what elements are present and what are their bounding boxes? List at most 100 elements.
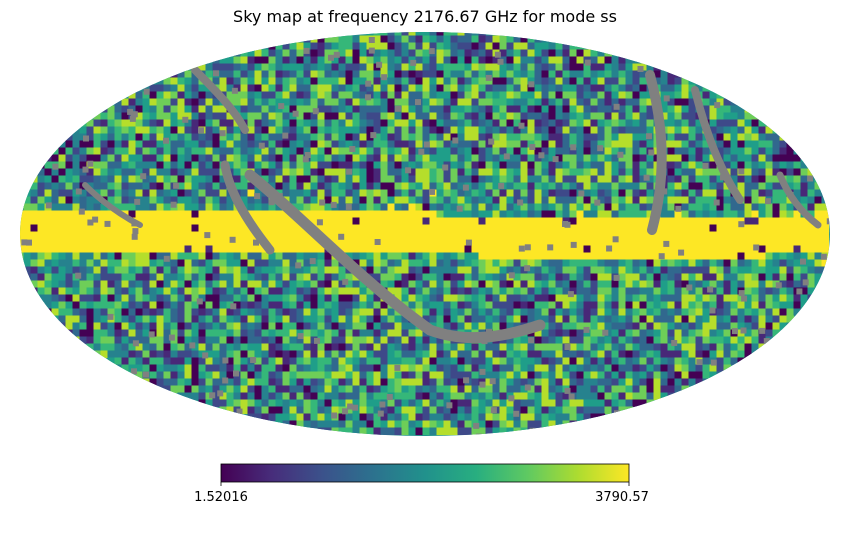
sky-pixel xyxy=(387,224,396,233)
sky-pixel xyxy=(128,126,137,135)
sky-pixel xyxy=(296,63,305,72)
sky-pixel xyxy=(394,168,403,177)
sky-pixel xyxy=(121,350,130,359)
sky-pixel xyxy=(310,315,319,324)
sky-pixel xyxy=(289,91,298,100)
sky-pixel xyxy=(366,329,375,338)
sky-pixel xyxy=(653,329,662,338)
sky-pixel xyxy=(625,182,634,191)
sky-pixel xyxy=(450,112,459,121)
sky-pixel xyxy=(730,294,739,303)
sky-pixel xyxy=(758,133,767,142)
sky-pixel xyxy=(520,210,529,219)
sky-pixel xyxy=(765,189,774,198)
sky-pixel xyxy=(758,308,767,317)
sky-pixel xyxy=(359,196,368,205)
sky-pixel xyxy=(758,203,767,212)
sky-pixel xyxy=(471,133,480,142)
sky-pixel xyxy=(401,84,410,93)
sky-pixel xyxy=(387,329,396,338)
sky-pixel xyxy=(317,42,326,51)
sky-pixel xyxy=(310,70,319,79)
sky-pixel xyxy=(422,119,431,128)
sky-pixel xyxy=(751,322,760,331)
sky-pixel xyxy=(226,308,235,317)
sky-pixel xyxy=(436,210,445,219)
sky-pixel xyxy=(100,336,109,345)
sky-pixel xyxy=(387,315,396,324)
sky-pixel xyxy=(471,364,480,373)
sky-pixel xyxy=(261,350,270,359)
sky-pixel xyxy=(121,273,130,282)
sky-pixel xyxy=(618,56,627,65)
sky-pixel xyxy=(457,378,466,387)
sky-pixel xyxy=(268,224,277,233)
sky-pixel xyxy=(562,294,571,303)
sky-pixel xyxy=(170,70,179,79)
sky-pixel xyxy=(506,42,515,51)
sky-pixel xyxy=(345,273,354,282)
sky-pixel xyxy=(380,161,389,170)
sky-pixel xyxy=(37,294,46,303)
sky-pixel xyxy=(562,350,571,359)
sky-pixel xyxy=(695,280,704,289)
sky-pixel xyxy=(534,175,543,184)
sky-pixel xyxy=(681,175,690,184)
sky-pixel xyxy=(331,217,340,226)
sky-pixel xyxy=(478,147,487,156)
sky-pixel xyxy=(191,301,200,310)
sky-pixel xyxy=(611,343,620,352)
sky-pixel xyxy=(282,231,291,240)
sky-pixel xyxy=(765,252,774,261)
sky-pixel xyxy=(478,140,487,149)
sky-pixel xyxy=(387,343,396,352)
sky-pixel xyxy=(450,105,459,114)
sky-pixel xyxy=(534,98,543,107)
sky-pixel xyxy=(681,77,690,86)
sky-pixel xyxy=(429,315,438,324)
sky-pixel xyxy=(688,140,697,149)
sky-pixel xyxy=(492,35,501,44)
sky-pixel xyxy=(695,266,704,275)
sky-pixel xyxy=(401,259,410,268)
sky-pixel xyxy=(401,63,410,72)
sky-pixel xyxy=(499,252,508,261)
sky-pixel xyxy=(268,77,277,86)
sky-pixel xyxy=(541,126,550,135)
sky-pixel xyxy=(359,364,368,373)
sky-pixel xyxy=(646,203,655,212)
sky-pixel xyxy=(387,98,396,107)
sky-pixel xyxy=(723,217,732,226)
sky-pixel xyxy=(464,357,473,366)
sky-pixel xyxy=(541,77,550,86)
sky-pixel xyxy=(205,217,214,226)
sky-pixel xyxy=(534,245,543,254)
sky-pixel xyxy=(317,126,326,135)
sky-pixel xyxy=(597,77,606,86)
sky-pixel xyxy=(331,301,340,310)
sky-pixel xyxy=(345,336,354,345)
sky-pixel xyxy=(415,154,424,163)
sky-pixel xyxy=(569,280,578,289)
sky-pixel xyxy=(198,196,207,205)
sky-pixel xyxy=(247,133,256,142)
sky-pixel xyxy=(317,350,326,359)
sky-pixel xyxy=(555,119,564,128)
sky-pixel xyxy=(506,140,515,149)
sky-pixel xyxy=(786,266,795,275)
sky-pixel xyxy=(219,189,228,198)
sky-pixel xyxy=(289,182,298,191)
sky-pixel xyxy=(338,336,347,345)
sky-pixel xyxy=(751,308,760,317)
sky-pixel xyxy=(681,350,690,359)
sky-pixel xyxy=(688,371,697,380)
sky-pixel xyxy=(555,308,564,317)
sky-pixel xyxy=(317,84,326,93)
sky-pixel xyxy=(541,189,550,198)
sky-pixel xyxy=(296,182,305,191)
sky-pixel xyxy=(758,266,767,275)
sky-pixel xyxy=(723,308,732,317)
sky-pixel xyxy=(695,343,704,352)
sky-pixel xyxy=(233,378,242,387)
sky-pixel xyxy=(604,294,613,303)
